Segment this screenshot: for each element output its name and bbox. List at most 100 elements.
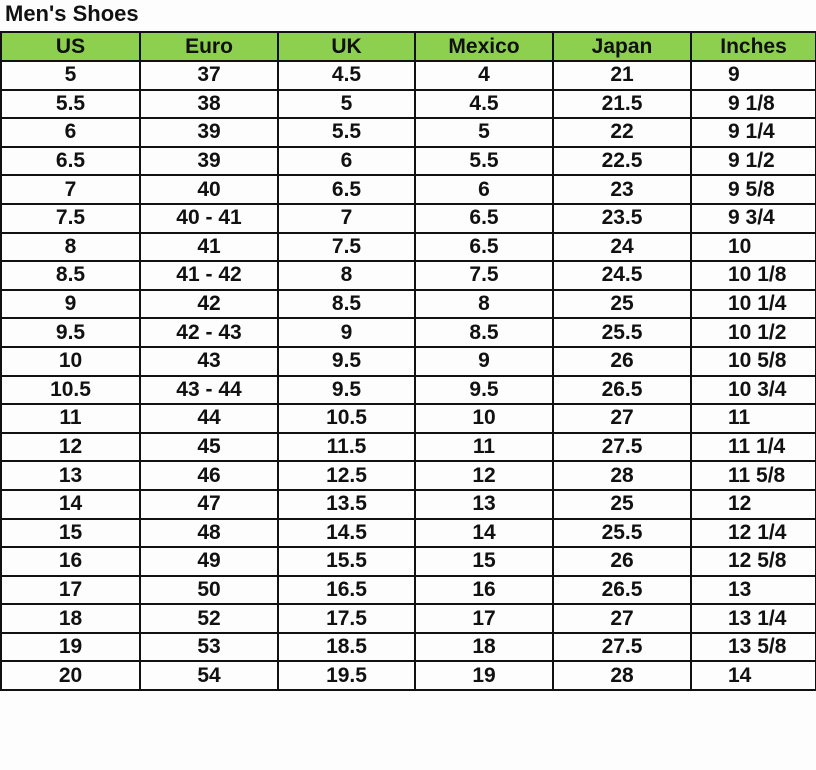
- table-row: 6.5 39 6 5.5 22.5 9 1/2: [0, 145, 816, 177]
- table-row: 5.5 38 5 4.5 21.5 9 1/8: [0, 88, 816, 120]
- cell-mexico: 5: [414, 117, 554, 148]
- cell-japan: 26: [552, 345, 692, 377]
- table-row: 14 47 13.5 13 25 12: [0, 488, 816, 520]
- cell-japan: 27: [552, 403, 692, 434]
- cell-euro: 45: [139, 431, 279, 463]
- cell-euro: 42 - 43: [139, 317, 279, 348]
- cell-mexico: 10: [414, 403, 554, 434]
- table-row: 9 42 8.5 8 25 10 1/4: [0, 288, 816, 320]
- cell-mexico: 4: [414, 60, 554, 91]
- cell-euro: 40 - 41: [139, 202, 279, 234]
- cell-mexico: 13: [414, 488, 554, 520]
- cell-japan: 28: [552, 460, 692, 491]
- cell-uk: 15.5: [277, 546, 416, 577]
- table-row: 9.5 42 - 43 9 8.5 25.5 10 1/2: [0, 317, 816, 348]
- table-row: 10.5 43 - 44 9.5 9.5 26.5 10 3/4: [0, 374, 816, 406]
- cell-japan: 28: [552, 660, 692, 692]
- table-row: 17 50 16.5 16 26.5 13: [0, 574, 816, 606]
- cell-uk: 17.5: [277, 603, 416, 634]
- cell-mexico: 17: [414, 603, 554, 634]
- cell-us: 5: [0, 60, 141, 91]
- table-row: 8.5 41 - 42 8 7.5 24.5 10 1/8: [0, 260, 816, 291]
- cell-euro: 41: [139, 231, 279, 263]
- cell-mexico: 14: [414, 517, 554, 549]
- cell-inches: 9 1/8: [690, 88, 816, 120]
- cell-inches: 10: [690, 231, 816, 263]
- table-row: 20 54 19.5 19 28 14: [0, 660, 816, 692]
- cell-us: 5.5: [0, 88, 141, 120]
- cell-uk: 18.5: [277, 631, 416, 663]
- cell-euro: 41 - 42: [139, 260, 279, 291]
- cell-us: 7: [0, 174, 141, 205]
- cell-inches: 12: [690, 488, 816, 520]
- cell-euro: 54: [139, 660, 279, 692]
- table-row: 7 40 6.5 6 23 9 5/8: [0, 174, 816, 205]
- size-chart-table: US Euro UK Mexico Japan Inches 5 37 4.5 4 21 9 5.5 3…: [0, 31, 816, 692]
- cell-japan: 21: [552, 60, 692, 91]
- table-row: 10 43 9.5 9 26 10 5/8: [0, 345, 816, 377]
- cell-us: 20: [0, 660, 141, 692]
- cell-uk: 10.5: [277, 403, 416, 434]
- cell-mexico: 15: [414, 546, 554, 577]
- cell-inches: 13 5/8: [690, 631, 816, 663]
- cell-mexico: 12: [414, 460, 554, 491]
- cell-us: 13: [0, 460, 141, 491]
- cell-mexico: 11: [414, 431, 554, 463]
- cell-uk: 8: [277, 260, 416, 291]
- header-row: US Euro UK Mexico Japan Inches: [0, 31, 816, 62]
- cell-mexico: 4.5: [414, 88, 554, 120]
- cell-us: 15: [0, 517, 141, 549]
- cell-euro: 49: [139, 546, 279, 577]
- cell-japan: 23: [552, 174, 692, 205]
- cell-euro: 43: [139, 345, 279, 377]
- cell-mexico: 7.5: [414, 260, 554, 291]
- cell-inches: 11: [690, 403, 816, 434]
- table-row: 11 44 10.5 10 27 11: [0, 403, 816, 434]
- cell-us: 10.5: [0, 374, 141, 406]
- table-row: 19 53 18.5 18 27.5 13 5/8: [0, 631, 816, 663]
- table-row: 7.5 40 - 41 7 6.5 23.5 9 3/4: [0, 202, 816, 234]
- cell-japan: 21.5: [552, 88, 692, 120]
- cell-inches: 9 1/4: [690, 117, 816, 148]
- column-header-japan: Japan: [552, 31, 692, 62]
- cell-japan: 25: [552, 488, 692, 520]
- cell-uk: 12.5: [277, 460, 416, 491]
- cell-uk: 5: [277, 88, 416, 120]
- cell-us: 10: [0, 345, 141, 377]
- cell-us: 18: [0, 603, 141, 634]
- cell-mexico: 16: [414, 574, 554, 606]
- table-row: 5 37 4.5 4 21 9: [0, 60, 816, 91]
- cell-japan: 24: [552, 231, 692, 263]
- column-header-us: US: [0, 31, 141, 62]
- cell-japan: 27.5: [552, 431, 692, 463]
- cell-uk: 9.5: [277, 374, 416, 406]
- cell-us: 19: [0, 631, 141, 663]
- cell-uk: 11.5: [277, 431, 416, 463]
- cell-uk: 6.5: [277, 174, 416, 205]
- cell-inches: 10 1/8: [690, 260, 816, 291]
- cell-inches: 13 1/4: [690, 603, 816, 634]
- cell-japan: 27.5: [552, 631, 692, 663]
- cell-mexico: 19: [414, 660, 554, 692]
- cell-uk: 6: [277, 145, 416, 177]
- column-header-mexico: Mexico: [414, 31, 554, 62]
- cell-japan: 25: [552, 288, 692, 320]
- cell-euro: 44: [139, 403, 279, 434]
- cell-us: 9.5: [0, 317, 141, 348]
- cell-mexico: 6: [414, 174, 554, 205]
- cell-japan: 22.5: [552, 145, 692, 177]
- cell-uk: 16.5: [277, 574, 416, 606]
- cell-inches: 10 3/4: [690, 374, 816, 406]
- cell-inches: 12 5/8: [690, 546, 816, 577]
- cell-uk: 7.5: [277, 231, 416, 263]
- cell-mexico: 6.5: [414, 202, 554, 234]
- table-row: 18 52 17.5 17 27 13 1/4: [0, 603, 816, 634]
- table-row: 8 41 7.5 6.5 24 10: [0, 231, 816, 263]
- cell-euro: 42: [139, 288, 279, 320]
- cell-uk: 19.5: [277, 660, 416, 692]
- cell-euro: 50: [139, 574, 279, 606]
- cell-us: 12: [0, 431, 141, 463]
- cell-inches: 10 1/2: [690, 317, 816, 348]
- cell-us: 14: [0, 488, 141, 520]
- cell-japan: 25.5: [552, 517, 692, 549]
